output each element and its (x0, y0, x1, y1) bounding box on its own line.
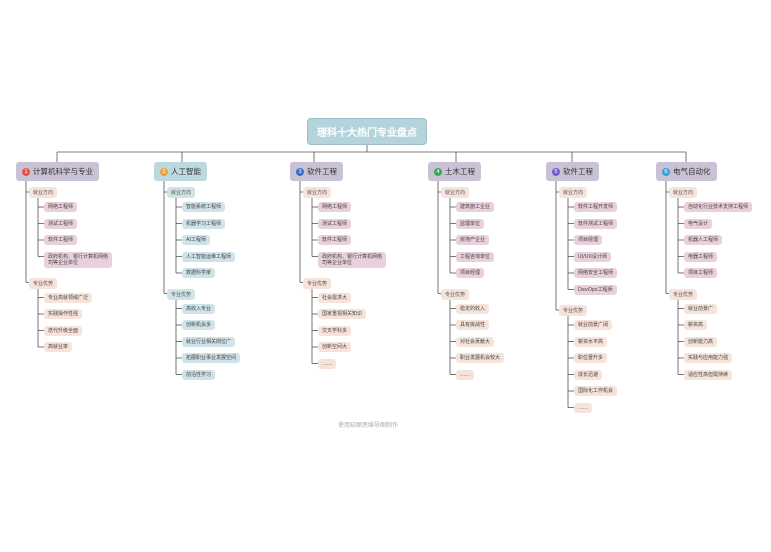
branch-node-2[interactable]: 2 人工智能 (154, 162, 207, 181)
leaf-node[interactable]: AI工程师 (182, 235, 210, 245)
leaf-node[interactable]: 职位晋升多 (574, 353, 608, 363)
leaf-node[interactable]: 对社会贡献大 (456, 336, 495, 347)
branch-node-6[interactable]: 6 电气自动化 (656, 162, 717, 181)
leaf-node[interactable]: 拓展职业事业发展空间 (182, 353, 241, 363)
branch-label: 软件工程 (563, 167, 593, 176)
branch-label: 电气自动化 (673, 167, 711, 176)
section-node[interactable]: 就业方向 (29, 187, 58, 198)
branch-node-4[interactable]: 4 土木工程 (428, 162, 481, 181)
leaf-node[interactable]: 项目经理 (456, 268, 485, 278)
leaf-node[interactable]: 软件工程师 (44, 235, 78, 245)
leaf-node[interactable]: 人工智能运维工程师 (182, 251, 236, 262)
branch-label: 土木工程 (445, 167, 475, 176)
branch-node-3[interactable]: 3 软件工程 (290, 162, 343, 181)
footer-credit: 使用知犀思维导图制作 (338, 422, 399, 429)
leaf-node[interactable]: 高收入专业 (182, 303, 216, 314)
leaf-node[interactable]: 国家重视相关知识 (318, 309, 367, 319)
leaf-node[interactable]: 网络安全工程师 (574, 268, 618, 278)
leaf-node[interactable]: 就业前景广 (684, 303, 718, 314)
leaf-node[interactable]: 软件工程开发师 (574, 202, 618, 212)
leaf-node[interactable]: 电器工程师 (684, 251, 718, 262)
leaf-node[interactable]: 迭代升级全面 (44, 325, 83, 336)
leaf-node[interactable]: 实践与应用能力强 (684, 353, 733, 363)
section-node[interactable]: 就业方向 (669, 187, 698, 198)
leaf-node[interactable]: 项目工程师 (684, 268, 718, 278)
leaf-node[interactable]: 就业前景广阔 (574, 320, 613, 330)
section-node[interactable]: 就业方向 (559, 187, 588, 198)
section-node[interactable]: 专业优势 (167, 288, 196, 300)
section-node[interactable]: 就业方向 (167, 187, 196, 198)
number-badge: 5 (552, 167, 560, 176)
leaf-node[interactable]: 数据科学家 (182, 268, 216, 278)
leaf-node[interactable]: 网络工程师 (44, 202, 78, 212)
section-node[interactable]: 专业优势 (669, 288, 698, 300)
leaf-node[interactable]: 智能系统工程师 (182, 202, 226, 212)
leaf-node[interactable]: 国际化工作机会 (574, 386, 618, 396)
leaf-node[interactable]: 测试工程师 (318, 218, 352, 229)
section-node[interactable]: 专业优势 (441, 288, 470, 300)
leaf-node[interactable]: 前沿性学习 (182, 369, 216, 380)
branch-node-1[interactable]: 1 计算机科学与专业 (16, 162, 99, 181)
leaf-node[interactable]: 政府机构、银行计算机网络 司等企业单位 (44, 251, 113, 268)
leaf-node[interactable]: 机器学习工程师 (182, 218, 226, 229)
leaf-node[interactable]: 政府机构、银行计算机网络 司等企业单位 (318, 251, 387, 268)
leaf-node[interactable]: 稳定的收入 (456, 303, 490, 314)
number-badge: 1 (22, 167, 30, 176)
branch-label: 人工智能 (171, 167, 201, 176)
leaf-node[interactable]: 房地产企业 (456, 235, 490, 245)
leaf-node[interactable]: 高就业率 (44, 342, 73, 352)
number-badge: 6 (662, 167, 670, 176)
leaf-node[interactable]: 软件测试工程师 (574, 218, 618, 229)
leaf-node[interactable]: 薪资水平高 (574, 336, 608, 347)
leaf-node[interactable]: 实践操作性强 (44, 309, 83, 319)
leaf-node[interactable]: DevOps工程师 (574, 284, 617, 295)
leaf-node[interactable]: 建筑施工企业 (456, 202, 495, 212)
leaf-node[interactable]: 创新能力高 (684, 336, 718, 347)
section-node[interactable]: 就业方向 (303, 187, 332, 198)
leaf-node[interactable]: 工程咨询单位 (456, 251, 495, 262)
branch-label: 软件工程 (307, 167, 337, 176)
leaf-node[interactable]: 薪资高 (684, 320, 708, 330)
leaf-node[interactable]: 成长迅速 (574, 369, 603, 380)
leaf-node[interactable]: 网络工程师 (318, 202, 352, 212)
leaf-node[interactable]: 职业发展机会较大 (456, 353, 505, 363)
number-badge: 4 (434, 167, 442, 176)
number-badge: 3 (296, 167, 304, 176)
section-node[interactable]: 专业优势 (559, 305, 588, 316)
leaf-node[interactable]: 电气设计 (684, 218, 713, 229)
number-badge: 2 (160, 167, 168, 176)
leaf-node[interactable]: 社会需求大 (318, 292, 352, 303)
leaf-node[interactable]: 创新机会多 (182, 320, 216, 330)
leaf-node[interactable]: 就业行业相关岗位广 (182, 336, 236, 347)
branch-node-5[interactable]: 5 软件工程 (546, 162, 599, 181)
leaf-node[interactable]: 创新空间大 (318, 342, 352, 352)
leaf-node[interactable]: 适应性高但需持续 (684, 369, 733, 380)
section-node[interactable]: 专业优势 (29, 277, 58, 289)
branch-label: 计算机科学与专业 (33, 167, 93, 176)
leaf-node[interactable]: 软件工程师 (318, 235, 352, 245)
leaf-node[interactable]: UI/UX设计师 (574, 251, 611, 262)
leaf-node[interactable]: 测试工程师 (44, 218, 78, 229)
section-node[interactable]: 就业方向 (441, 187, 470, 198)
leaf-node[interactable]: …… (574, 402, 592, 413)
leaf-node[interactable]: 交叉学科多 (318, 325, 352, 336)
leaf-node[interactable]: 机器人工程师 (684, 235, 723, 245)
leaf-node[interactable]: …… (456, 369, 474, 380)
leaf-node[interactable]: 具有挑战性 (456, 320, 490, 330)
leaf-node[interactable]: 监理单位 (456, 218, 485, 229)
leaf-node[interactable]: 自动化行业技术支持工程师 (684, 202, 753, 212)
section-node[interactable]: 专业优势 (303, 277, 332, 289)
leaf-node[interactable]: 专业高就领域广泛 (44, 292, 93, 303)
root-topic[interactable]: 理科十大热门专业盘点 (307, 118, 427, 145)
leaf-node[interactable]: …… (318, 358, 336, 369)
leaf-node[interactable]: 项目经理 (574, 235, 603, 245)
